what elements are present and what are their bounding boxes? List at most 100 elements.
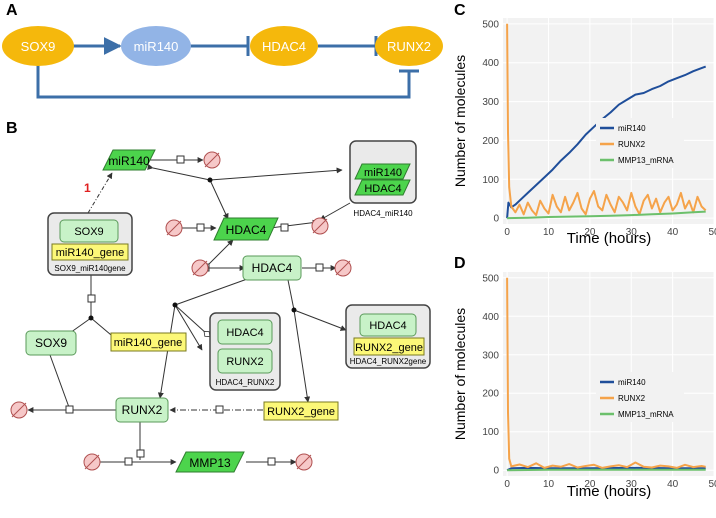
degradation-icon <box>312 218 328 234</box>
y-tick-label: 300 <box>482 350 499 361</box>
annotation-1: 1 <box>84 181 91 195</box>
degradation-icon <box>192 260 208 276</box>
process-node <box>316 264 323 271</box>
y-tick-label: 200 <box>482 136 499 147</box>
node-mir140-b-label: miR140 <box>108 154 150 168</box>
node-runx2-gene-label: RUNX2_gene <box>267 406 335 418</box>
process-node <box>197 224 204 231</box>
association-dot <box>208 178 213 183</box>
x-tick-label: 40 <box>667 227 679 238</box>
y-tick-label: 100 <box>482 427 499 438</box>
process-node <box>268 458 275 465</box>
node-runx2-b-label: RUNX2 <box>122 403 163 417</box>
complex-hdac4-mir140-label: HDAC4_miR140 <box>353 209 413 218</box>
edge-modulator-to-hdac4-runx2 <box>175 305 207 334</box>
y-tick-label: 0 <box>493 214 499 225</box>
association-dot <box>89 316 94 321</box>
edges-panel-a <box>38 36 419 97</box>
panel-label-b: B <box>6 120 18 137</box>
chart-c-xlabel: Time (hours) <box>567 230 651 247</box>
panel-label-c: C <box>454 2 466 19</box>
x-tick-label: 50 <box>708 227 716 238</box>
legend-d-item-1: RUNX2 <box>618 394 646 403</box>
complex-mir140-gene-inner-label: miR140_gene <box>56 247 125 259</box>
x-tick-label: 50 <box>708 479 716 490</box>
node-sox9-label: SOX9 <box>21 39 56 54</box>
edge-sox9-inhibits-runx2 <box>38 64 409 97</box>
process-node <box>216 406 223 413</box>
complex-sox9-mir140gene: SOX9 miR140_gene SOX9_miR140gene <box>48 213 132 275</box>
edge-complex-degrade <box>320 203 350 220</box>
process-node <box>137 450 144 457</box>
association-dot <box>292 308 297 313</box>
x-tick-label: 0 <box>504 479 510 490</box>
legend-c-item-1: RUNX2 <box>618 140 646 149</box>
chart-c-ylabel: Number of molecules <box>452 55 468 187</box>
edge-node-to-hdac4-top <box>210 180 228 219</box>
edge-hdac4-top-degrade <box>270 222 318 228</box>
degradation-icon <box>204 152 220 168</box>
panel-label-d: D <box>454 255 466 272</box>
complex-mir140-inner-label: miR140 <box>364 167 402 179</box>
chart-c-legend: miR140 RUNX2 MMP13_mRNA <box>596 118 684 168</box>
process-node <box>281 224 288 231</box>
y-tick-label: 300 <box>482 97 499 108</box>
complex-hdac4-runx2-label: HDAC4_RUNX2 <box>216 378 275 387</box>
degradation-icon <box>11 402 27 418</box>
node-hdac4-top-label: HDAC4 <box>226 223 267 237</box>
edge-sox9-to-runx2 <box>50 355 70 410</box>
y-tick-label: 500 <box>482 273 499 284</box>
y-tick-label: 500 <box>482 19 499 30</box>
edge-to-runx2gene <box>294 310 308 402</box>
complex-sox9-mir140gene-label: SOX9_miR140gene <box>54 264 126 273</box>
complex-hdac4-runx2gene: HDAC4 RUNX2_gene HDAC4_RUNX2gene <box>346 305 430 368</box>
y-tick-label: 0 <box>493 466 499 477</box>
legend-c-item-2: MMP13_mRNA <box>618 156 674 165</box>
degradation-icon <box>296 454 312 470</box>
y-tick-label: 100 <box>482 175 499 186</box>
y-tick-label: 400 <box>482 312 499 323</box>
chart-d-xlabel: Time (hours) <box>567 483 651 500</box>
complex-hdac4-runx2-runx2-label: RUNX2 <box>226 356 263 368</box>
node-sox9-b-label: SOX9 <box>35 336 67 350</box>
process-node <box>177 156 184 163</box>
association-dot <box>173 303 178 308</box>
node-mmp13-label: MMP13 <box>189 456 231 470</box>
chart-d-ylabel: Number of molecules <box>452 308 468 440</box>
node-runx2-label: RUNX2 <box>387 39 431 54</box>
x-tick-label: 0 <box>504 227 510 238</box>
panel-a: A SOX9 miR140 HDAC4 RUNX2 <box>2 2 443 97</box>
process-node <box>88 295 95 302</box>
complex-hdac4-inner-label: HDAC4 <box>364 183 401 195</box>
complex-sox9-inner-label: SOX9 <box>74 226 103 238</box>
node-hdac4-center-label: HDAC4 <box>252 261 293 275</box>
degradation-icon <box>166 220 182 236</box>
process-node <box>66 406 73 413</box>
complex-hdac4-runx2gene-label: HDAC4_RUNX2gene <box>350 357 427 366</box>
edge-complex-dissociate <box>175 278 250 305</box>
node-hdac4-label: HDAC4 <box>262 39 306 54</box>
chart-d-y-ticks: 0 100 200 300 400 500 <box>482 273 499 476</box>
panel-label-a: A <box>6 2 18 19</box>
legend-d-item-2: MMP13_mRNA <box>618 410 674 419</box>
legend-d-item-0: miR140 <box>618 378 646 387</box>
panel-b: B <box>6 120 430 472</box>
y-tick-label: 200 <box>482 389 499 400</box>
edge-complex-to-mir140 <box>88 173 112 213</box>
chart-c-y-ticks: 0 100 200 300 400 500 <box>482 19 499 224</box>
complex-hdac4-runx2: HDAC4 RUNX2 HDAC4_RUNX2 <box>210 313 280 390</box>
complex-hdac4-mir140: miR140 HDAC4 HDAC4_miR140 <box>350 141 416 218</box>
node-mir140-gene-label: miR140_gene <box>114 337 183 349</box>
edge-hdac4-center-down <box>288 280 294 310</box>
x-tick-label: 40 <box>667 479 679 490</box>
edge-to-hdac4-runx2gene <box>294 310 346 330</box>
complex-hdac4-runx2gene-hdac4-label: HDAC4 <box>369 320 406 332</box>
edge-node-to-mir140-complex <box>210 170 342 180</box>
degradation-icon <box>335 260 351 276</box>
chart-d-legend: miR140 RUNX2 MMP13_mRNA <box>596 372 684 422</box>
y-tick-label: 400 <box>482 58 499 69</box>
edge-mir140-to-node <box>153 168 210 180</box>
legend-c-item-0: miR140 <box>618 124 646 133</box>
